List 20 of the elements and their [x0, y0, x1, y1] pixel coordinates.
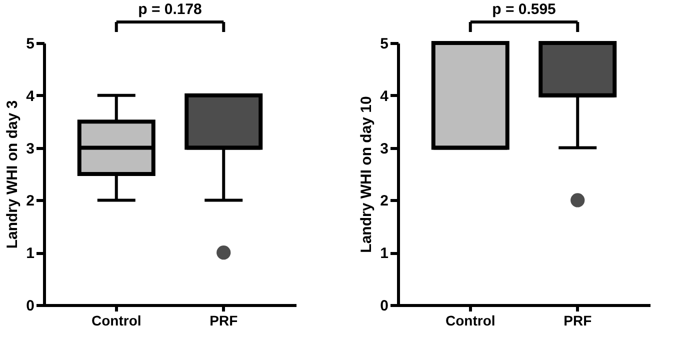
y-tick-label: 2 [380, 192, 388, 210]
y-tick-label: 4 [380, 88, 390, 105]
text: p = 0.178 [138, 1, 202, 18]
y-axis-title: Landry WHI on day 10 [358, 96, 376, 253]
y-tick-label: 5 [380, 36, 388, 52]
y-tick-label: 3 [26, 140, 34, 158]
x-tick-label: PRF [564, 312, 592, 328]
y-tick-label: 5 [26, 36, 34, 52]
x-tick-label: Control [446, 312, 496, 328]
x-tick-label: Control [92, 312, 142, 328]
y-tick-label: 3 [380, 140, 388, 158]
y-tick-label: 2 [26, 192, 34, 210]
y-tick-label: 0 [26, 298, 34, 314]
y-tick-label: 1 [380, 245, 388, 262]
y-axis-title: Landry WHI on day 3 [4, 100, 22, 249]
text: p = 0.595 [492, 1, 556, 18]
x-tick-label: PRF [210, 312, 238, 328]
y-tick-label: 4 [26, 88, 36, 105]
y-tick-label: 1 [26, 245, 34, 262]
y-tick-label: 0 [380, 298, 388, 314]
